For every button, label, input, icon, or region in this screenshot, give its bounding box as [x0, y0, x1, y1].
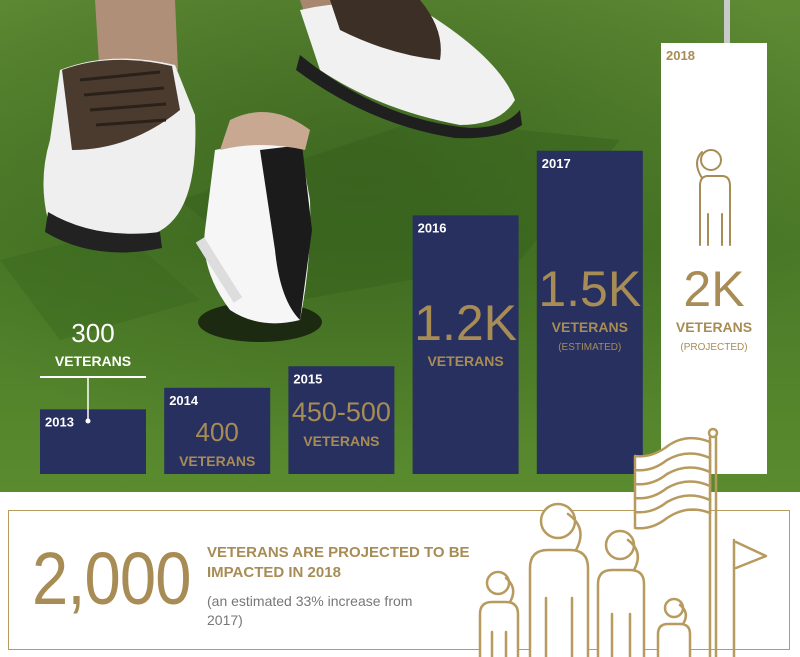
bar-2014 — [164, 387, 271, 474]
unit-label-2015: VETERANS — [303, 433, 379, 449]
year-label-2018: 2018 — [666, 48, 695, 63]
value-label-2016: 1.2K — [414, 295, 517, 351]
saluting-veteran-icon — [696, 149, 731, 246]
year-label-2014: 2014 — [169, 393, 199, 408]
value-label-2014: 400 — [196, 417, 239, 447]
summary-border — [8, 510, 790, 650]
unit-label-2017: VETERANS — [552, 319, 628, 335]
summary-subtext: (an estimated 33% increase from 2017) — [207, 593, 413, 628]
unit-label-2016: VETERANS — [427, 353, 503, 369]
value-label-2013: 300 — [71, 318, 114, 348]
value-label-2018: 2K — [683, 261, 744, 317]
note-label-2018: (PROJECTED) — [680, 342, 747, 353]
unit-label-2018: VETERANS — [676, 319, 752, 335]
year-label-2016: 2016 — [418, 220, 447, 235]
bar-2013 — [40, 409, 146, 474]
year-label-2015: 2015 — [293, 371, 322, 386]
value-label-2015: 450-500 — [292, 397, 391, 427]
saluting-family-icon — [478, 502, 692, 657]
unit-label-2014: VETERANS — [179, 453, 255, 469]
year-label-2017: 2017 — [542, 156, 571, 171]
gloved-hand — [195, 112, 312, 324]
total-veterans-number: 2,000 — [32, 537, 191, 620]
bar-2015 — [288, 366, 395, 474]
note-label-2017: (ESTIMATED) — [558, 342, 621, 353]
golf-shoe-right — [296, 0, 522, 139]
bar-2017 — [536, 150, 643, 474]
summary-headline: VETERANS ARE PROJECTED TO BE IMPACTED IN… — [207, 544, 470, 581]
bar-2016 — [412, 215, 519, 474]
year-label-2013: 2013 — [45, 414, 74, 429]
flag-pole-icon — [633, 427, 719, 657]
bar-2018 — [661, 43, 767, 474]
golf-flag-icon — [732, 538, 768, 657]
veterans-bar-chart: 2013 300 VETERANS 2014 400 VETERANS 2015 450-50… — [40, 43, 767, 474]
value-label-2017: 1.5K — [538, 261, 641, 317]
callout-dot — [85, 418, 91, 424]
saluting-family-illustration — [478, 427, 768, 657]
unit-label-2013: VETERANS — [55, 353, 131, 369]
golf-shoe-left — [43, 58, 196, 253]
